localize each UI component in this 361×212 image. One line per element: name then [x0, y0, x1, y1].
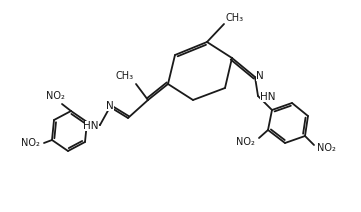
Text: CH₃: CH₃ [226, 13, 244, 23]
Text: N: N [106, 101, 114, 111]
Text: CH₃: CH₃ [116, 71, 134, 81]
Text: N: N [256, 71, 264, 81]
Text: NO₂: NO₂ [21, 138, 39, 148]
Text: NO₂: NO₂ [236, 137, 255, 147]
Text: NO₂: NO₂ [45, 91, 64, 101]
Text: HN: HN [83, 121, 99, 131]
Text: NO₂: NO₂ [317, 143, 335, 153]
Text: HN: HN [260, 92, 275, 102]
